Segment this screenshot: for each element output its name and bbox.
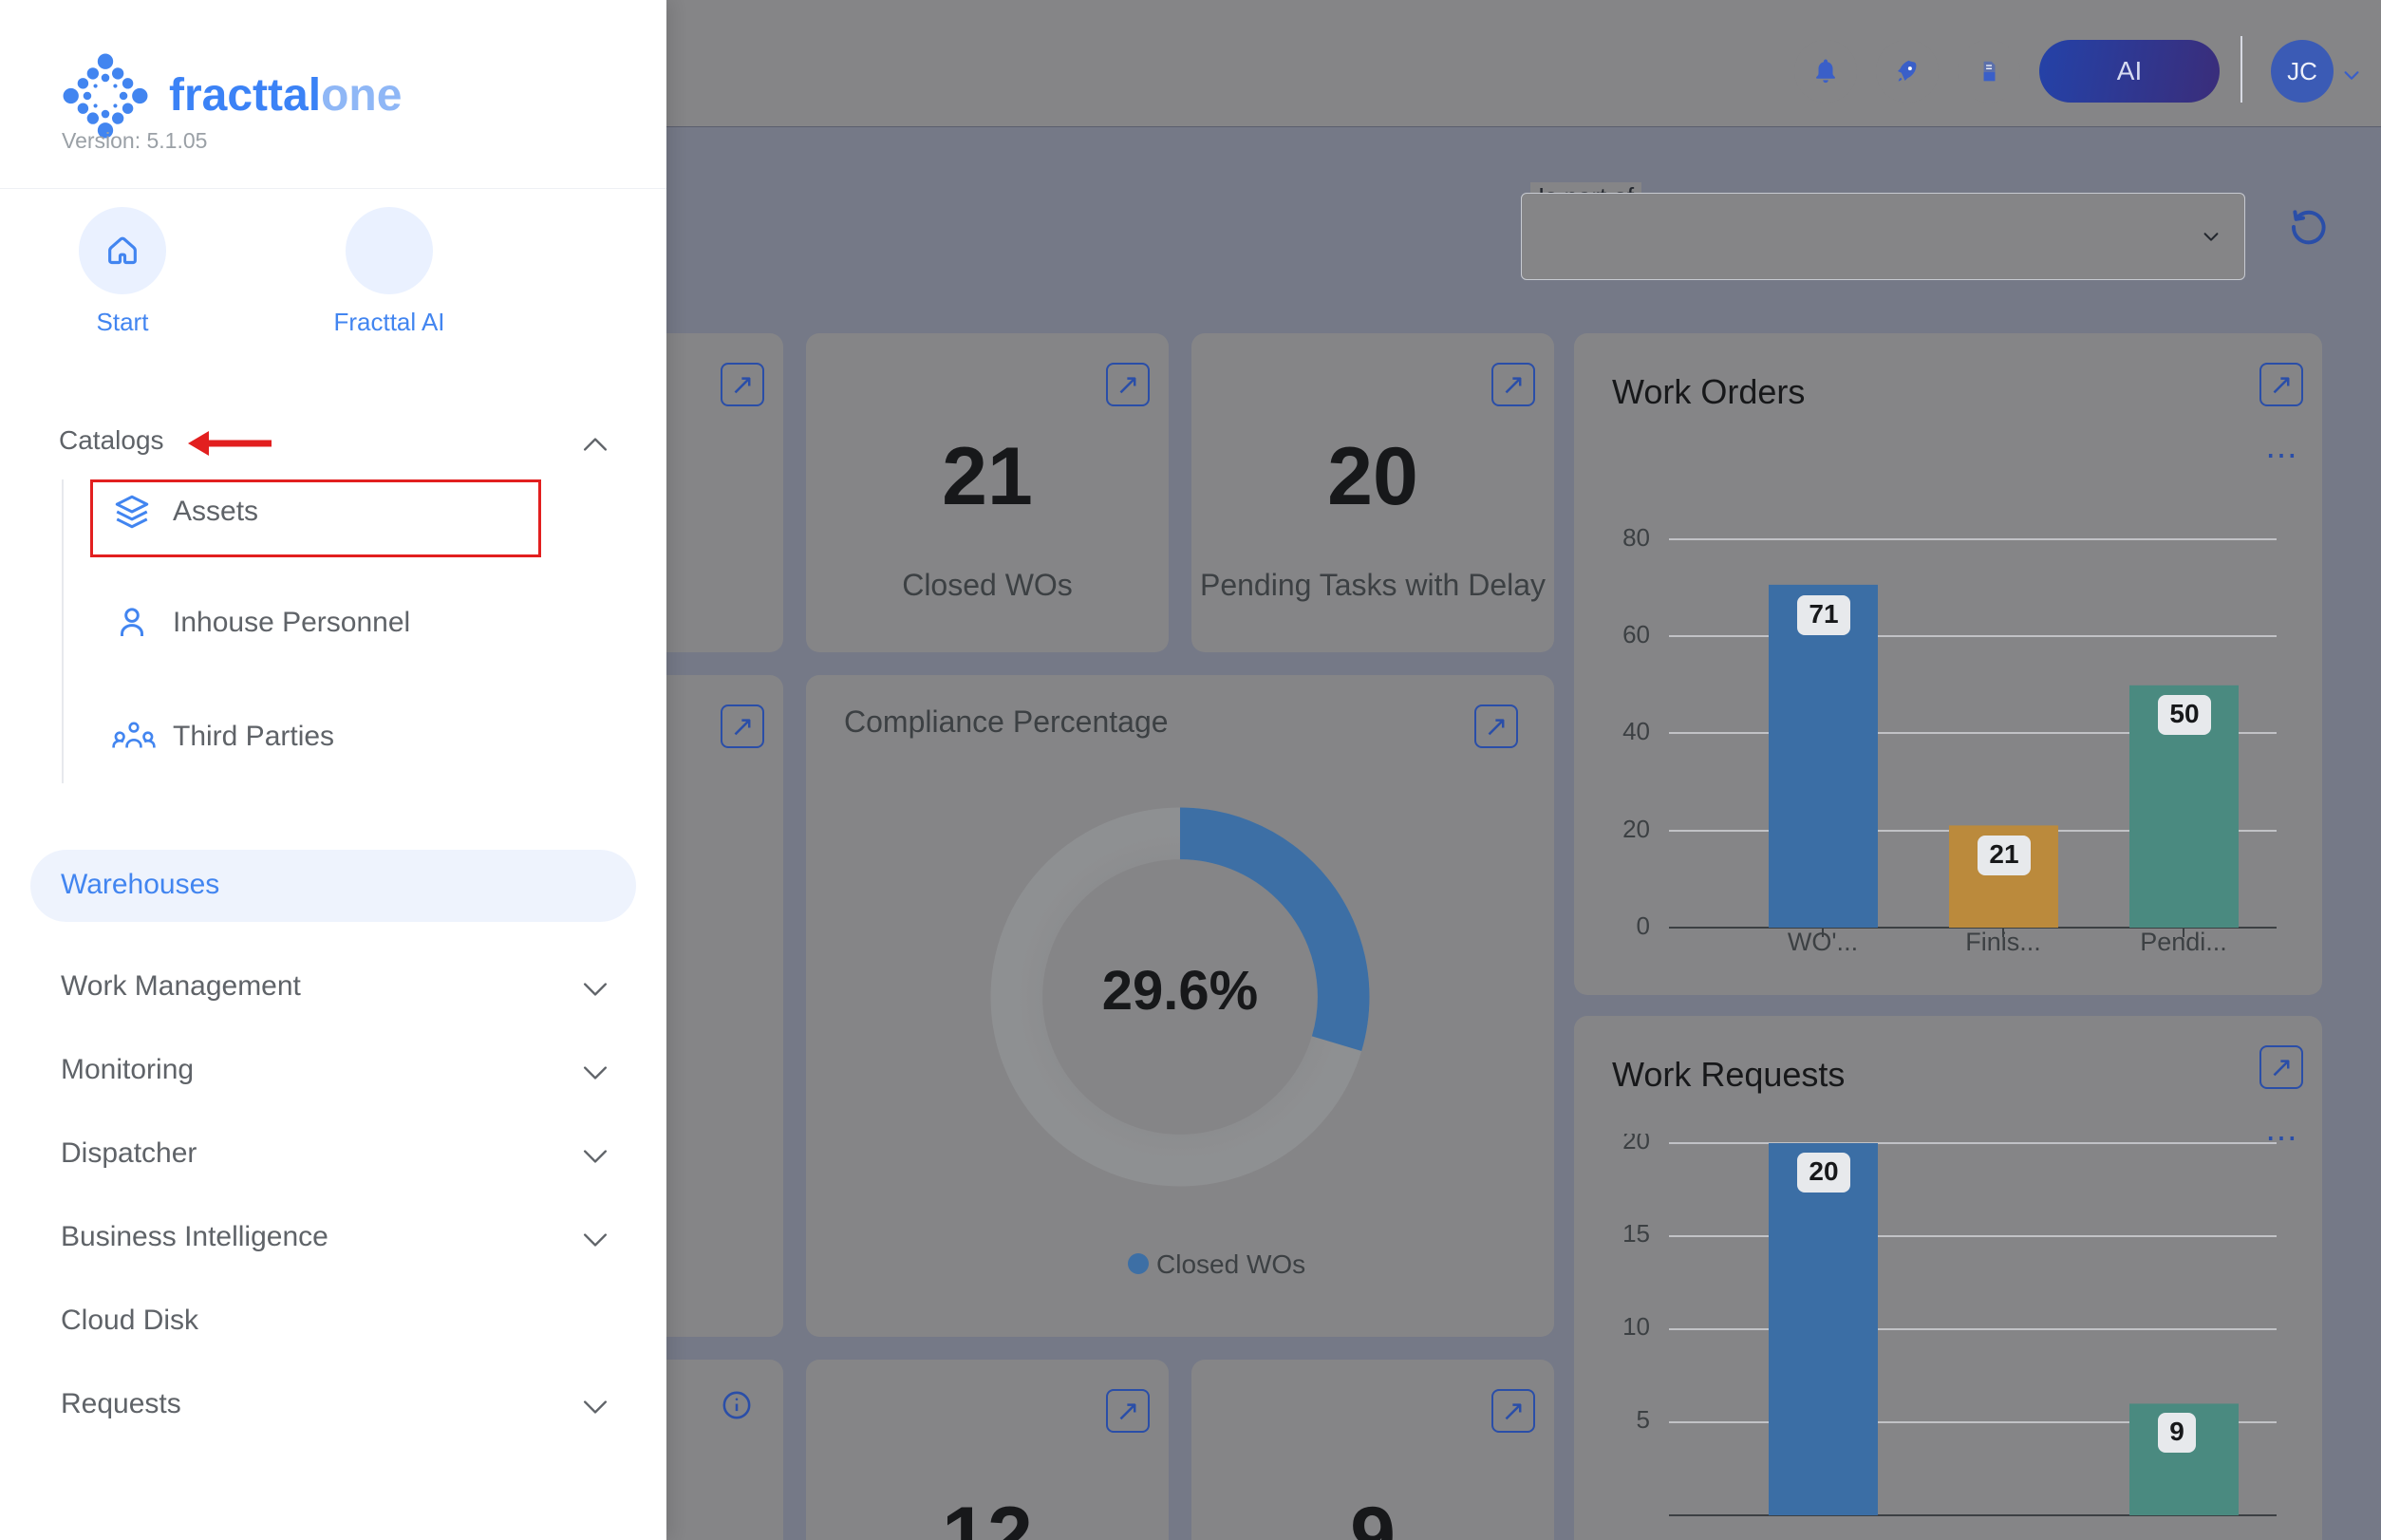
svg-text:80: 80 xyxy=(1622,527,1650,552)
svg-text:Finis...: Finis... xyxy=(1965,928,2041,954)
svg-text:50: 50 xyxy=(2169,699,2199,728)
svg-text:10: 10 xyxy=(1622,1312,1650,1341)
svg-text:20: 20 xyxy=(1622,1134,1650,1155)
svg-text:Pendi...: Pendi... xyxy=(2140,928,2227,954)
svg-text:71: 71 xyxy=(1809,599,1838,629)
svg-text:WO'...: WO'... xyxy=(1788,928,1858,954)
svg-text:21: 21 xyxy=(1989,839,2018,869)
svg-text:9: 9 xyxy=(2169,1417,2184,1446)
svg-text:40: 40 xyxy=(1622,717,1650,745)
svg-text:5: 5 xyxy=(1637,1405,1650,1434)
svg-text:15: 15 xyxy=(1622,1219,1650,1248)
svg-text:60: 60 xyxy=(1622,620,1650,648)
svg-text:20: 20 xyxy=(1809,1156,1838,1186)
svg-text:20: 20 xyxy=(1622,815,1650,843)
svg-text:0: 0 xyxy=(1637,911,1650,940)
